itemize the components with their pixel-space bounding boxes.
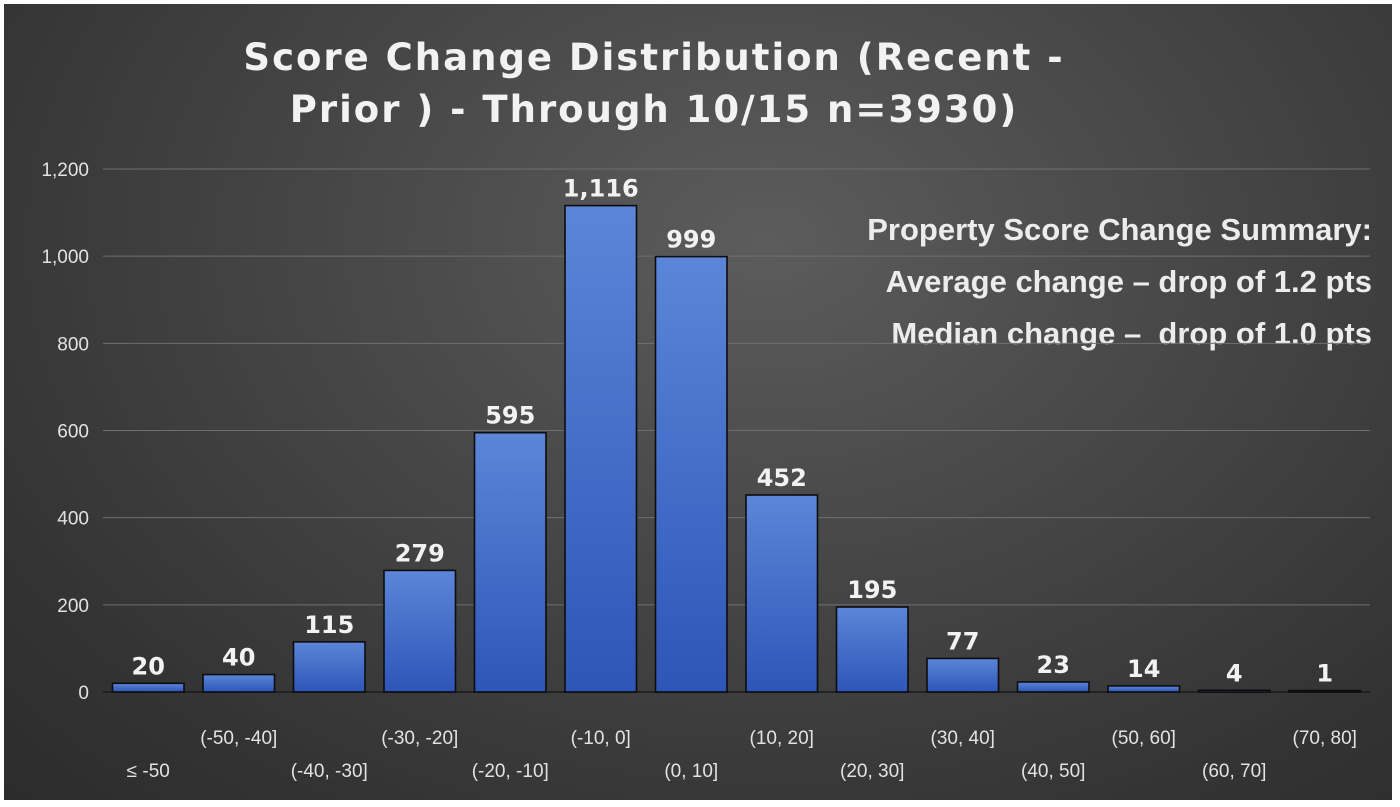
data-label: 40 [222, 644, 255, 672]
y-tick-label: 1,200 [41, 160, 89, 181]
x-tick-label: (20, 30] [840, 761, 904, 782]
x-tick-label: (-40, -30] [291, 761, 368, 782]
y-axis-ticks: 0 200 400 600 800 1,000 1,200 [41, 160, 89, 704]
data-label: 595 [485, 402, 535, 430]
y-tick-label: 400 [57, 509, 89, 530]
summary-median-change: Median change – drop of 1.0 pts [891, 316, 1372, 351]
data-label: 1 [1316, 660, 1333, 688]
gridlines [103, 168, 1370, 693]
data-label: 23 [1037, 651, 1070, 679]
chart-title-line-2: Prior ) - Through 10/15 n=3930) [289, 88, 1019, 131]
chart-title: Score Change Distribution (Recent - Prio… [204, 32, 1104, 136]
x-tick-label: (-20, -10] [472, 761, 549, 782]
bar [383, 569, 457, 693]
x-tick-label: (30, 40] [931, 728, 995, 749]
bar [1016, 681, 1090, 693]
data-label: 1,116 [563, 175, 639, 203]
data-label: 999 [666, 226, 716, 254]
bar [292, 641, 366, 693]
y-tick-label: 600 [57, 422, 89, 443]
bar [564, 204, 638, 693]
y-tick-label: 1,000 [41, 247, 89, 268]
bar [111, 682, 185, 693]
summary-average-change: Average change – drop of 1.2 pts [885, 264, 1372, 299]
x-tick-label: (10, 20] [750, 728, 814, 749]
x-tick-label: (0, 10] [664, 761, 718, 782]
x-tick-label: (-30, -20] [381, 728, 458, 749]
x-tick-label: (70, 80] [1293, 728, 1357, 749]
bar [654, 255, 728, 693]
summary-heading: Property Score Change Summary: [867, 212, 1372, 247]
bars [111, 204, 1362, 693]
bar [1197, 689, 1271, 693]
bar [473, 431, 547, 693]
x-axis-ticks: ≤ -50 (-50, -40] (-40, -30] (-30, -20] (-20,… [127, 728, 1357, 782]
summary-annotation: Property Score Change Summary: Average c… [867, 204, 1372, 360]
x-tick-label: (-50, -40] [200, 728, 277, 749]
x-tick-label: (60, 70] [1202, 761, 1266, 782]
bar [1107, 685, 1181, 693]
data-label: 77 [946, 627, 979, 655]
data-label: 4 [1226, 659, 1243, 687]
bar [1288, 689, 1362, 693]
data-label: 20 [132, 652, 165, 680]
bar [926, 657, 1000, 693]
y-tick-label: 200 [57, 596, 89, 617]
bar [835, 606, 909, 693]
x-tick-label: (50, 60] [1112, 728, 1176, 749]
bar [202, 673, 276, 693]
x-tick-label: (40, 50] [1021, 761, 1085, 782]
x-tick-label: (-10, 0] [571, 728, 631, 749]
data-label: 115 [304, 611, 354, 639]
data-label: 279 [395, 539, 445, 567]
data-labels: 20 40 115 279 595 1,116 999 452 195 77 23 14 4 1 [132, 175, 1334, 688]
bar [745, 494, 819, 693]
x-tick-label: ≤ -50 [127, 761, 170, 782]
bar-chart-plot: 20 40 115 279 595 1,116 999 452 195 77 23 14 4 1 0 200… [41, 160, 1370, 782]
y-tick-label: 800 [57, 334, 89, 355]
y-tick-label: 0 [78, 683, 89, 704]
chart-title-line-1: Score Change Distribution (Recent - [243, 36, 1065, 79]
chart-background: Score Change Distribution (Recent - Prio… [4, 4, 1392, 800]
data-label: 14 [1127, 655, 1160, 683]
data-label: 195 [847, 576, 897, 604]
data-label: 452 [757, 464, 807, 492]
